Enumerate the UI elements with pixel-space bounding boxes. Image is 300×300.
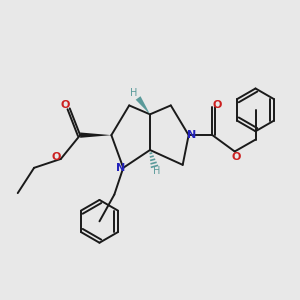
Text: H: H [130, 88, 137, 98]
Text: O: O [232, 152, 241, 162]
Text: N: N [116, 163, 125, 173]
Text: H: H [153, 167, 160, 176]
Polygon shape [136, 96, 150, 114]
Text: O: O [52, 152, 61, 162]
Text: O: O [60, 100, 69, 110]
Polygon shape [80, 133, 111, 138]
Text: O: O [213, 100, 222, 110]
Text: N: N [187, 130, 196, 140]
